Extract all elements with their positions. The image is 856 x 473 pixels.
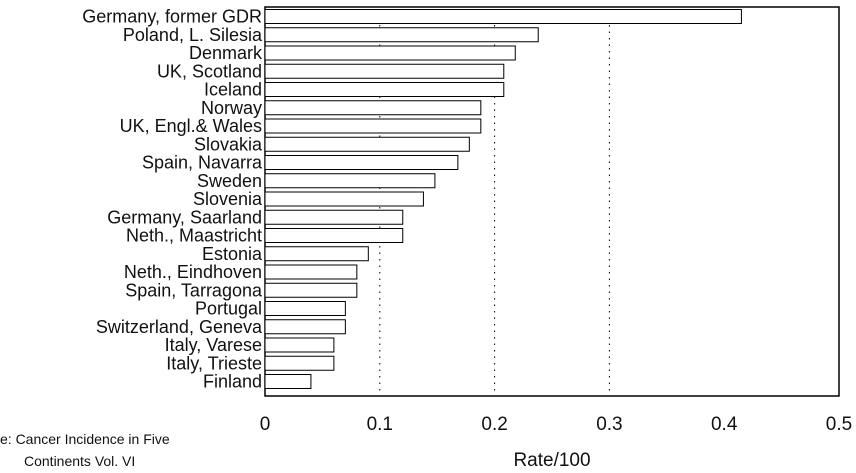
- bar: [264, 82, 505, 97]
- x-tick-label: 0.2: [481, 414, 507, 435]
- bar: [264, 191, 424, 207]
- category-label: Spain, Navarra: [142, 153, 263, 173]
- bars: [264, 9, 742, 389]
- bar: [264, 100, 482, 116]
- x-tick-label: 0.3: [596, 414, 622, 435]
- bar: [264, 209, 404, 225]
- source-note-line-1: e: Cancer Incidence in Five: [0, 431, 170, 447]
- bar: [264, 374, 312, 389]
- x-tick-label: 0.4: [711, 414, 738, 435]
- bar: [264, 136, 470, 152]
- category-label: Germany, Saarland: [107, 207, 262, 227]
- bar: [264, 63, 505, 79]
- category-label: Finland: [203, 372, 262, 392]
- category-label: UK, Engl.& Wales: [120, 116, 262, 136]
- bar: [264, 27, 539, 43]
- bar: [264, 173, 436, 189]
- bar: [264, 264, 358, 280]
- x-tick-label: 0.1: [367, 414, 393, 435]
- category-label: Iceland: [204, 80, 262, 100]
- bar: [264, 45, 516, 61]
- bar: [264, 246, 369, 262]
- category-label: Neth., Maastricht: [126, 226, 262, 246]
- x-tick-label: 0: [260, 414, 271, 435]
- bar: [264, 319, 346, 335]
- category-label: Portugal: [195, 299, 262, 319]
- category-label: Switzerland, Geneva: [96, 317, 263, 337]
- category-label: Germany, former GDR: [82, 7, 262, 27]
- category-label: Estonia: [202, 244, 263, 264]
- category-label: Poland, L. Silesia: [123, 25, 263, 45]
- grid-lines: [379, 25, 610, 396]
- category-label: UK, Scotland: [157, 61, 262, 81]
- category-label: Norway: [201, 98, 262, 118]
- bar: [264, 282, 358, 298]
- category-label: Neth., Eindhoven: [124, 262, 262, 282]
- bar: [264, 355, 335, 371]
- bar: [264, 118, 482, 134]
- bar: [264, 337, 335, 353]
- bar: [264, 301, 346, 316]
- category-label: Italy, Trieste: [166, 353, 262, 373]
- category-label: Spain, Tarragona: [125, 280, 263, 300]
- x-tick-label: 0.5: [826, 414, 852, 435]
- bar: [264, 228, 404, 243]
- category-label: Sweden: [197, 171, 262, 191]
- source-note-line-2: Continents Vol. VI: [24, 453, 135, 469]
- bar: [264, 9, 742, 24]
- x-axis-title: Rate/100: [513, 450, 590, 471]
- category-label: Slovenia: [193, 189, 263, 209]
- x-axis-ticks: 0 0.1 0.2 0.3 0.4 0.5: [260, 414, 853, 435]
- category-label: Slovakia: [194, 134, 263, 154]
- category-label: Italy, Varese: [165, 335, 262, 355]
- bar: [264, 155, 459, 170]
- category-label: Denmark: [189, 43, 263, 63]
